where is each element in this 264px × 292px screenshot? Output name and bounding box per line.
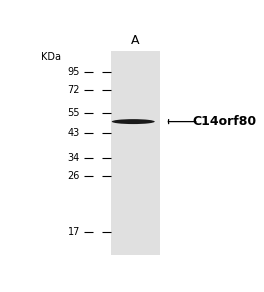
- Text: 17: 17: [68, 227, 80, 237]
- Text: KDa: KDa: [41, 52, 61, 62]
- Text: 72: 72: [68, 85, 80, 95]
- Text: 34: 34: [68, 153, 80, 163]
- Text: C14orf80: C14orf80: [193, 115, 257, 128]
- Text: 55: 55: [68, 108, 80, 118]
- Bar: [111, 51, 160, 256]
- Text: 95: 95: [68, 67, 80, 77]
- Text: A: A: [131, 34, 140, 47]
- Ellipse shape: [112, 119, 155, 124]
- Text: 26: 26: [68, 171, 80, 180]
- Text: 43: 43: [68, 128, 80, 138]
